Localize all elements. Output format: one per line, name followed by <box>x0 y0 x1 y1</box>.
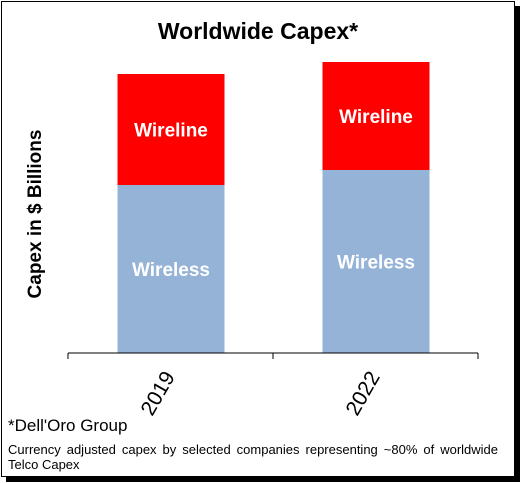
bar-wireless-2019 <box>117 185 225 353</box>
bar-wireline-2022 <box>322 62 430 170</box>
bar-wireline-2019 <box>117 74 225 185</box>
x-tick-label-2019: 2019 <box>137 368 180 420</box>
bar-chart-plot: Wireless Wireline Wireless Wireline 2019 2022 <box>67 62 479 420</box>
bar-wireless-2022 <box>322 170 430 353</box>
bar-label-wireline-2019: Wireline <box>134 121 208 142</box>
source-note: *Dell'Oro Group <box>8 416 128 435</box>
x-tick-label-2022: 2022 <box>342 368 385 420</box>
bar-label-wireline-2022: Wireline <box>339 107 413 128</box>
footnote: Currency adjusted capex by selected comp… <box>8 442 498 472</box>
chart-title: Worldwide Capex* <box>157 18 359 44</box>
bar-label-wireless-2019: Wireless <box>132 260 210 281</box>
chart-frame: Worldwide Capex* Capex in $ Billions Wir… <box>1 1 515 477</box>
bar-label-wireless-2022: Wireless <box>337 253 415 274</box>
